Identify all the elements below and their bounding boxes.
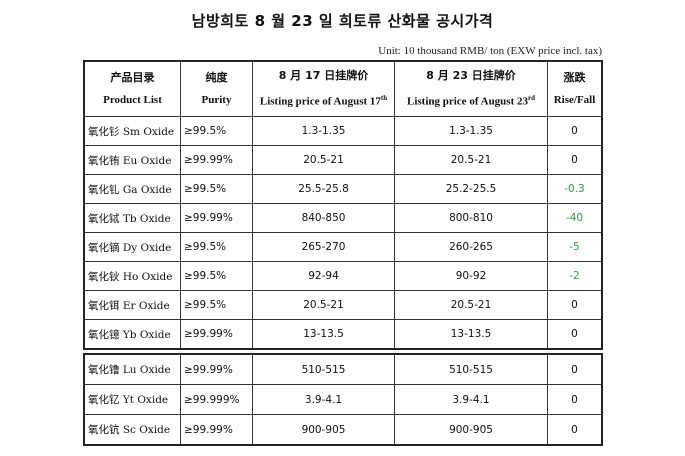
change-cell: 0	[547, 384, 603, 415]
table-row: 氧化钪 Sc Oxide ≥99.99% 900-905 900-905 0	[83, 414, 603, 446]
table-row: 氧化铽 Tb Oxide ≥99.99% 840-850 800-810 -40	[83, 203, 603, 233]
purity-cell: ≥99.5%	[180, 232, 253, 262]
price-aug23-cell: 900-905	[394, 414, 548, 446]
product-name-cell: 氧化镝 Dy Oxide	[83, 232, 181, 262]
table-row: 氧化钐 Sm Oxide ≥99.5% 1.3-1.35 1.3-1.35 0	[83, 116, 603, 146]
change-cell: -0.3	[547, 174, 603, 204]
product-name-cell: 氧化铽 Tb Oxide	[83, 203, 181, 233]
header-product: 产品目录 Product List	[83, 60, 181, 117]
change-cell: 0	[547, 145, 603, 175]
change-cell: 0	[547, 116, 603, 146]
table-row: 氧化钇 Yt Oxide ≥99.999% 3.9-4.1 3.9-4.1 0	[83, 384, 603, 415]
table-header-row: 产品目录 Product List 纯度 Purity 8 月 17 日挂牌价 …	[83, 60, 603, 117]
product-name-cell: 氧化铕 Eu Oxide	[83, 145, 181, 175]
change-cell: 0	[547, 353, 603, 385]
price-aug23-cell: 25.2-25.5	[394, 174, 548, 204]
table-row: 氧化钬 Ho Oxide ≥99.5% 92-94 90-92 -2	[83, 261, 603, 291]
table-row: 氧化镝 Dy Oxide ≥99.5% 265-270 260-265 -5	[83, 232, 603, 262]
price-aug23-cell: 20.5-21	[394, 290, 548, 320]
table-row: 氧化铒 Er Oxide ≥99.5% 20.5-21 20.5-21 0	[83, 290, 603, 320]
price-aug17-cell: 510-515	[252, 353, 395, 385]
purity-cell: ≥99.5%	[180, 116, 253, 146]
price-aug17-cell: 900-905	[252, 414, 395, 446]
price-aug17-cell: 20.5-21	[252, 290, 395, 320]
header-change: 涨跌 Rise/Fall	[547, 60, 603, 117]
purity-cell: ≥99.99%	[180, 353, 253, 385]
table-row: 氧化镱 Yb Oxide ≥99.99% 13-13.5 13-13.5 0	[83, 319, 603, 350]
purity-cell: ≥99.5%	[180, 290, 253, 320]
price-aug17-cell: 20.5-21	[252, 145, 395, 175]
price-aug17-cell: 265-270	[252, 232, 395, 262]
product-name-cell: 氧化镥 Lu Oxide	[83, 353, 181, 385]
product-name-cell: 氧化钇 Yt Oxide	[83, 384, 181, 415]
table-body-main: 氧化钐 Sm Oxide ≥99.5% 1.3-1.35 1.3-1.35 0 氧化铕 E…	[83, 116, 603, 350]
price-aug23-cell: 90-92	[394, 261, 548, 291]
unit-note: Unit: 10 thousand RMB/ ton (EXW price in…	[378, 45, 602, 57]
price-aug17-cell: 92-94	[252, 261, 395, 291]
product-name-cell: 氧化镱 Yb Oxide	[83, 319, 181, 350]
price-aug23-cell: 510-515	[394, 353, 548, 385]
product-name-cell: 氧化铒 Er Oxide	[83, 290, 181, 320]
purity-cell: ≥99.999%	[180, 384, 253, 415]
change-cell: -5	[547, 232, 603, 262]
product-name-cell: 氧化钬 Ho Oxide	[83, 261, 181, 291]
purity-cell: ≥99.99%	[180, 414, 253, 446]
price-aug17-cell: 13-13.5	[252, 319, 395, 350]
purity-cell: ≥99.99%	[180, 145, 253, 175]
purity-cell: ≥99.99%	[180, 319, 253, 350]
document-title: 남방희토 8 월 23 일 희토류 산화물 공시가격	[191, 12, 494, 30]
purity-cell: ≥99.99%	[180, 203, 253, 233]
table-row: 氧化镥 Lu Oxide ≥99.99% 510-515 510-515 0	[83, 353, 603, 385]
purity-cell: ≥99.5%	[180, 174, 253, 204]
purity-cell: ≥99.5%	[180, 261, 253, 291]
change-cell: 0	[547, 319, 603, 350]
price-aug17-cell: 3.9-4.1	[252, 384, 395, 415]
change-cell: -2	[547, 261, 603, 291]
price-aug23-cell: 800-810	[394, 203, 548, 233]
change-cell: 0	[547, 414, 603, 446]
price-aug23-cell: 13-13.5	[394, 319, 548, 350]
price-table-secondary: 氧化镥 Lu Oxide ≥99.99% 510-515 510-515 0 氧化钇 Yt…	[83, 353, 603, 446]
product-name-cell: 氧化钪 Sc Oxide	[83, 414, 181, 446]
table-row: 氧化钆 Ga Oxide ≥99.5% 25.5-25.8 25.2-25.5 -0.3	[83, 174, 603, 204]
change-cell: -40	[547, 203, 603, 233]
header-price-aug23: 8 月 23 日挂牌价 Listing price of August 23rd	[394, 60, 548, 117]
change-cell: 0	[547, 290, 603, 320]
product-name-cell: 氧化钆 Ga Oxide	[83, 174, 181, 204]
header-purity: 纯度 Purity	[180, 60, 253, 117]
product-name-cell: 氧化钐 Sm Oxide	[83, 116, 181, 146]
price-aug17-cell: 840-850	[252, 203, 395, 233]
table-body-secondary: 氧化镥 Lu Oxide ≥99.99% 510-515 510-515 0 氧化钇 Yt…	[83, 353, 603, 446]
price-table-main: 产品目录 Product List 纯度 Purity 8 月 17 日挂牌价 …	[83, 60, 603, 350]
price-aug17-cell: 25.5-25.8	[252, 174, 395, 204]
price-aug23-cell: 1.3-1.35	[394, 116, 548, 146]
price-aug17-cell: 1.3-1.35	[252, 116, 395, 146]
price-aug23-cell: 20.5-21	[394, 145, 548, 175]
price-aug23-cell: 260-265	[394, 232, 548, 262]
table-row: 氧化铕 Eu Oxide ≥99.99% 20.5-21 20.5-21 0	[83, 145, 603, 175]
price-aug23-cell: 3.9-4.1	[394, 384, 548, 415]
header-price-aug17: 8 月 17 日挂牌价 Listing price of August 17th	[252, 60, 395, 117]
